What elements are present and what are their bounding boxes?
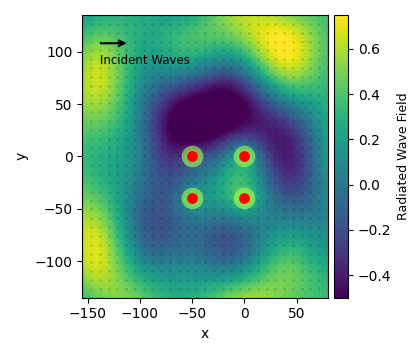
Point [189, 153, 195, 159]
Point [189, 195, 195, 201]
Point [189, 195, 195, 201]
Text: Incident Waves: Incident Waves [100, 54, 190, 67]
Point [241, 153, 248, 159]
X-axis label: x: x [201, 327, 209, 341]
Point [241, 153, 248, 159]
Point [241, 195, 248, 201]
Point [189, 153, 195, 159]
Y-axis label: y: y [15, 152, 29, 161]
Point [241, 195, 248, 201]
Y-axis label: Radiated Wave Field: Radiated Wave Field [397, 93, 410, 220]
